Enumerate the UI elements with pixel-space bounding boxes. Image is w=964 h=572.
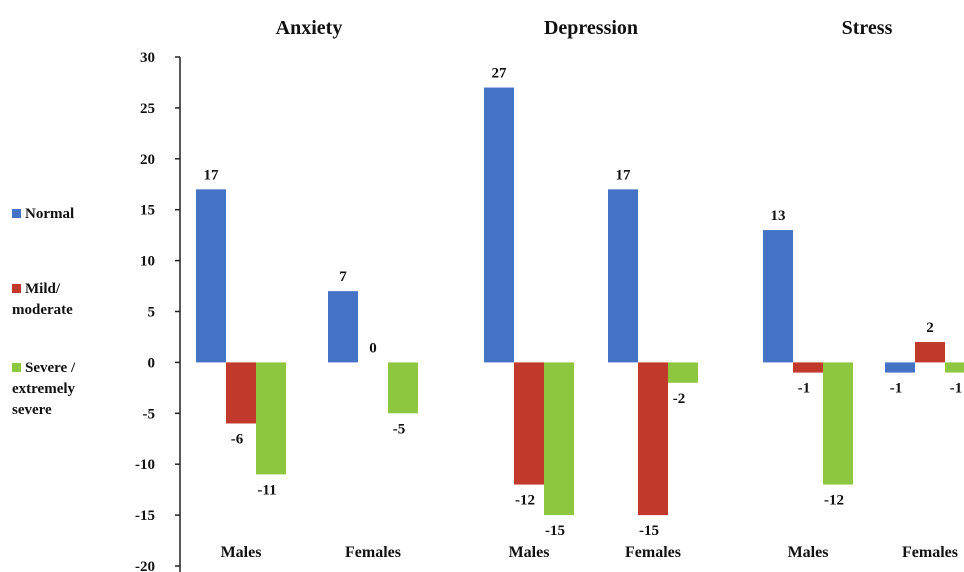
data-label: -11 xyxy=(257,482,276,498)
bar-normal xyxy=(885,362,915,373)
bar-normal xyxy=(608,189,638,363)
y-tick-label: 5 xyxy=(148,305,156,321)
group-title: Depression xyxy=(544,17,638,39)
category-label: Males xyxy=(221,544,262,561)
data-label: 0 xyxy=(369,340,377,356)
y-tick-label: 25 xyxy=(140,101,155,117)
bar-mild-moderate xyxy=(226,362,256,424)
legend-swatch xyxy=(12,209,21,218)
bar-severe-extremely-severe xyxy=(256,362,286,475)
legend: Normal Mild/moderate Severe / extremely seve… xyxy=(12,206,76,418)
bar-normal xyxy=(484,87,514,363)
bars xyxy=(196,87,964,516)
y-tick-label: 15 xyxy=(140,203,155,219)
category-labels: Males Females Males Females Males Females xyxy=(221,544,958,561)
data-label: 13 xyxy=(771,208,786,224)
group-title: Stress xyxy=(842,17,893,39)
bar-severe-extremely-severe xyxy=(668,362,698,383)
bar-mild-moderate xyxy=(638,362,668,516)
bar-mild-moderate xyxy=(915,342,945,363)
bar-severe-extremely-severe xyxy=(388,362,418,414)
y-tick-label: 10 xyxy=(140,254,155,270)
legend-label: Severe / extremely severe xyxy=(12,360,76,418)
y-axis: 30 25 20 15 10 5 0 -5 -10 -15 -20 xyxy=(135,50,181,572)
bar-severe-extremely-severe xyxy=(823,362,853,485)
category-label: Males xyxy=(788,544,829,561)
bar-severe-extremely-severe xyxy=(945,362,964,373)
category-label: Males xyxy=(509,544,550,561)
data-label: -15 xyxy=(545,523,565,539)
y-tick-label: -20 xyxy=(135,559,155,572)
y-tick-label: 30 xyxy=(140,50,155,66)
group-titles: Anxiety Depression Stress xyxy=(276,17,893,39)
data-label: -12 xyxy=(824,493,844,509)
category-label: Females xyxy=(902,544,958,561)
data-label: -15 xyxy=(639,523,659,539)
data-label: 27 xyxy=(492,66,508,82)
bar-normal xyxy=(328,291,358,363)
y-tick-label: -10 xyxy=(135,457,155,473)
group-title: Anxiety xyxy=(276,17,343,39)
data-label: -5 xyxy=(393,421,406,437)
data-label: -12 xyxy=(515,493,535,509)
y-tick-label: 20 xyxy=(140,152,155,168)
bar-normal xyxy=(196,189,226,363)
category-label: Females xyxy=(625,544,681,561)
bar-mild-moderate xyxy=(793,362,823,373)
y-tick-label: -5 xyxy=(143,406,156,422)
bar-mild-moderate xyxy=(514,362,544,485)
data-label: 2 xyxy=(926,320,934,336)
data-label: -2 xyxy=(673,391,686,407)
legend-swatch xyxy=(12,363,21,372)
data-label: -1 xyxy=(950,381,963,397)
data-label: -6 xyxy=(231,431,244,447)
legend-swatch xyxy=(12,284,21,293)
bar-severe-extremely-severe xyxy=(544,362,574,516)
bar-normal xyxy=(763,230,793,363)
y-tick-label: 0 xyxy=(148,355,156,371)
category-label: Females xyxy=(345,544,401,561)
data-label: 17 xyxy=(204,167,220,183)
data-label: 7 xyxy=(339,269,347,285)
data-label: -1 xyxy=(798,381,811,397)
data-label: 17 xyxy=(616,167,632,183)
y-tick-label: -15 xyxy=(135,508,155,524)
data-label: -1 xyxy=(890,381,903,397)
legend-label: Normal xyxy=(25,206,74,222)
legend-label: Mild/moderate xyxy=(12,281,73,318)
